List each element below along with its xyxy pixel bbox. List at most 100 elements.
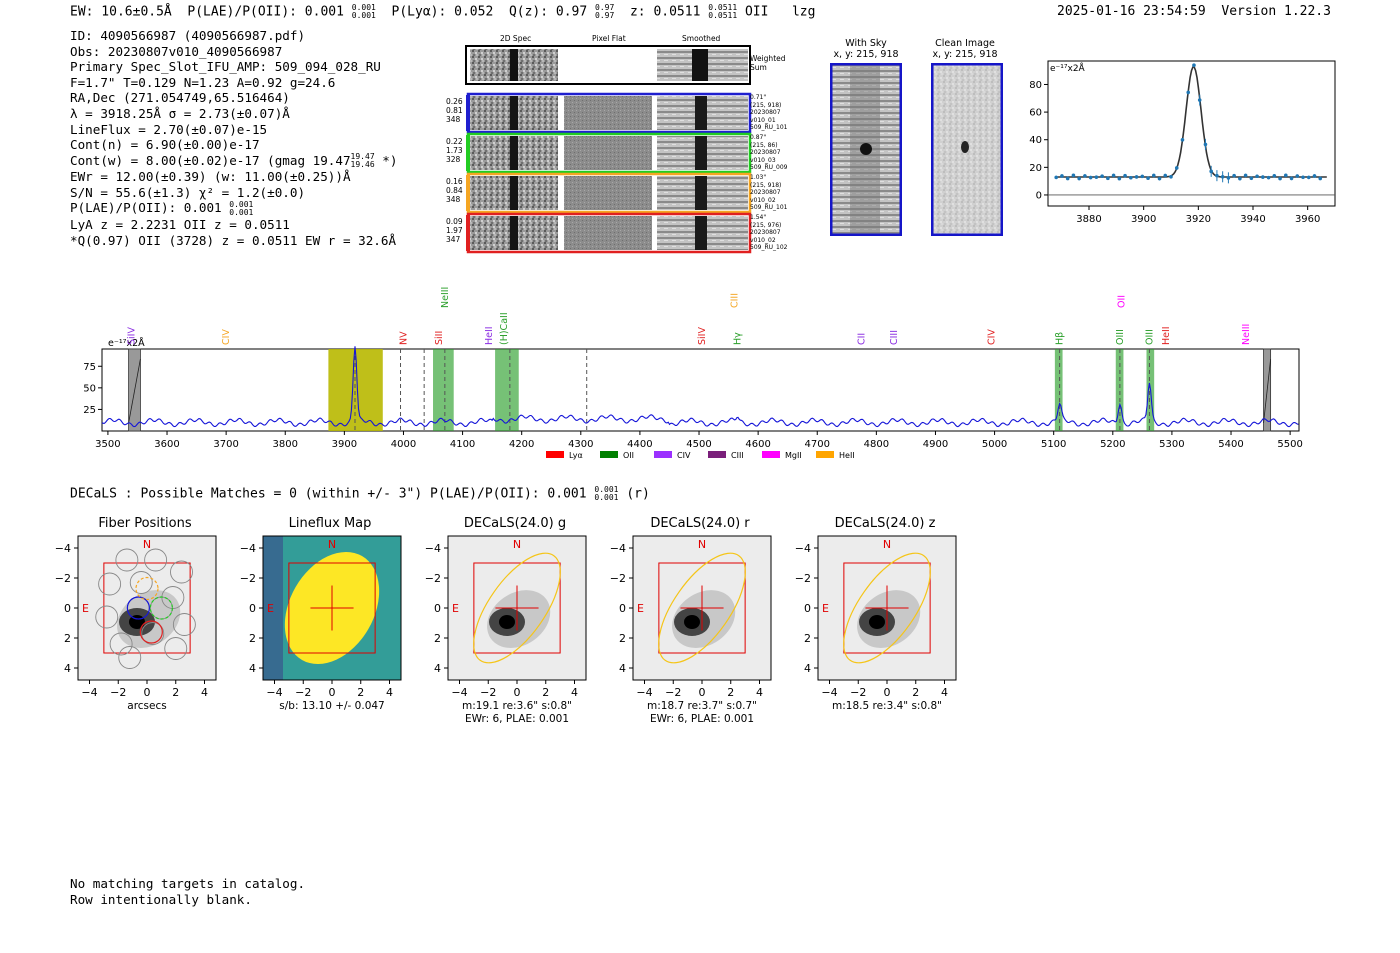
cutout-stat: 0.09	[446, 217, 463, 226]
fiber-circle	[144, 548, 168, 572]
fit-data-point	[1215, 173, 1219, 178]
fiber-circle	[172, 613, 196, 636]
fit-data-point	[1318, 176, 1323, 181]
fit-data-point	[1255, 174, 1259, 179]
lzg-label: lzg	[791, 4, 816, 20]
panel-xtick-label: −2	[850, 686, 866, 699]
fit-data-point	[1312, 174, 1317, 178]
panel-caption: EWr: 6, PLAE: 0.001	[465, 713, 569, 724]
fiber-circle	[118, 646, 142, 669]
fit-ytick-label: 0	[1036, 190, 1042, 201]
panel-ytick-label: 4	[434, 662, 441, 675]
clean-image-header: Clean Image x, y: 215, 918	[928, 38, 1002, 60]
aperture-box	[658, 562, 746, 654]
spec-xtick-label: 3700	[213, 439, 238, 450]
spectral-line-label: SiII	[434, 331, 445, 345]
spec-xtick-label: 4400	[627, 439, 652, 450]
fit-data-point	[1129, 175, 1133, 180]
fit-data-point	[1249, 176, 1254, 181]
panel-caption: arcsecs	[127, 700, 166, 712]
panel-ytick-label: −2	[610, 572, 626, 585]
fit-ellipse	[843, 552, 931, 664]
panel-xtick-label: 0	[699, 686, 706, 699]
fit-data-point	[1209, 169, 1213, 174]
fit-data-point	[1065, 176, 1070, 181]
detection-id: ID: 4090566987 (4090566987.pdf)	[70, 28, 306, 43]
spectral-line-label: NV	[398, 331, 409, 345]
quality-summary: *Q(0.97) OII (3728) z = 0.0511 EW r = 32…	[70, 232, 397, 248]
z-value: z: 0.0511	[629, 4, 701, 20]
cutout-stat: 0.26	[446, 97, 463, 106]
cutout-row-stats: 0.09 1.97 347	[446, 217, 463, 244]
fit-data-point	[1088, 175, 1093, 180]
spectral-line-label: HeII	[484, 326, 495, 345]
aperture-box	[843, 562, 931, 654]
col-smoothed: Smoothed	[682, 34, 721, 43]
legend-label: CIV	[677, 451, 691, 460]
panel-xtick-label: 2	[727, 686, 734, 699]
spec-xtick-label: 5000	[982, 439, 1007, 450]
spectral-line-label: SiIV	[697, 327, 708, 345]
version: Version 1.22.3	[1221, 4, 1331, 19]
fiber-circle	[129, 571, 153, 594]
panel-ytick-label: 2	[434, 632, 441, 645]
cutout-stat: 348	[446, 115, 461, 124]
panel-ytick-label: −4	[240, 542, 256, 555]
image-panel: Fiber Positions N E −4 4 −2 2 0 0 2 −2 4 −4 arcsecs	[55, 516, 217, 712]
cutout-stat: 347	[446, 235, 461, 244]
legend-swatch	[708, 451, 726, 458]
weighted-smooth-line	[692, 49, 708, 81]
fit-ellipse	[473, 552, 561, 664]
legend-label: OII	[623, 451, 634, 460]
panel-xtick-label: −4	[451, 686, 467, 699]
footer-line-1: No matching targets in catalog.	[70, 876, 306, 891]
east-label: E	[82, 602, 89, 615]
east-label: E	[822, 602, 829, 615]
panel-ytick-label: 4	[249, 662, 256, 675]
panel-xtick-label: −2	[295, 686, 311, 699]
clean-image-xy: x, y: 215, 918	[932, 49, 998, 60]
spectral-line-label: CIV	[221, 329, 232, 345]
panel-xtick-label: 2	[357, 686, 364, 699]
spec-xtick-label: 4600	[745, 439, 770, 450]
fit-data-point	[1243, 173, 1248, 178]
fit-data-point	[1083, 174, 1087, 178]
fit-data-point	[1077, 176, 1081, 181]
spec-xtick-label: 4900	[923, 439, 948, 450]
cutout-2d-line	[510, 176, 518, 210]
fit-data-point	[1100, 174, 1104, 178]
cutout-meta: 509_RU_009	[750, 164, 788, 171]
aperture-box	[288, 562, 376, 654]
timestamp-version: 2025-01-16 23:54:59 Version 1.22.3	[1057, 4, 1331, 19]
lineflux-edge	[263, 536, 283, 680]
spec-xtick-label: 4300	[568, 439, 593, 450]
fit-data-point	[1284, 173, 1288, 178]
cutout-meta: v010_01	[750, 116, 776, 124]
cutout-2d-line	[510, 96, 518, 130]
east-label: E	[637, 602, 644, 615]
legend-label: CIII	[731, 451, 744, 460]
weighted-sum-label: Weighted Sum	[750, 54, 786, 72]
panel-caption: m:18.5 re:3.4" s:0.8"	[832, 700, 942, 712]
fit-data-point	[1266, 175, 1271, 180]
spec-xtick-label: 3500	[95, 439, 120, 450]
cutout-meta: 1.54"	[750, 214, 767, 221]
spec-xtick-label: 5300	[1159, 439, 1184, 450]
panel-xtick-label: 0	[329, 686, 336, 699]
panel-ytick-label: −4	[610, 542, 626, 555]
panel-ytick-label: 0	[619, 602, 626, 615]
legend-label: HeII	[839, 451, 855, 460]
fit-data-point	[1203, 142, 1208, 147]
spec-xtick-label: 4200	[509, 439, 534, 450]
panel-caption: EWr: 6, PLAE: 0.001	[650, 713, 754, 724]
cutout-2d-line	[510, 136, 518, 170]
spectrum-frame	[101, 348, 1300, 432]
decals-header: DECaLS : Possible Matches = 0 (within +/…	[70, 486, 650, 502]
panel-ytick-label: 4	[64, 662, 71, 675]
z-bounds: 0.0511 0.0511	[708, 3, 738, 20]
spec-xtick-label: 4000	[391, 439, 416, 450]
panel-ytick-label: −2	[55, 572, 71, 585]
fiber-circle	[164, 637, 188, 660]
